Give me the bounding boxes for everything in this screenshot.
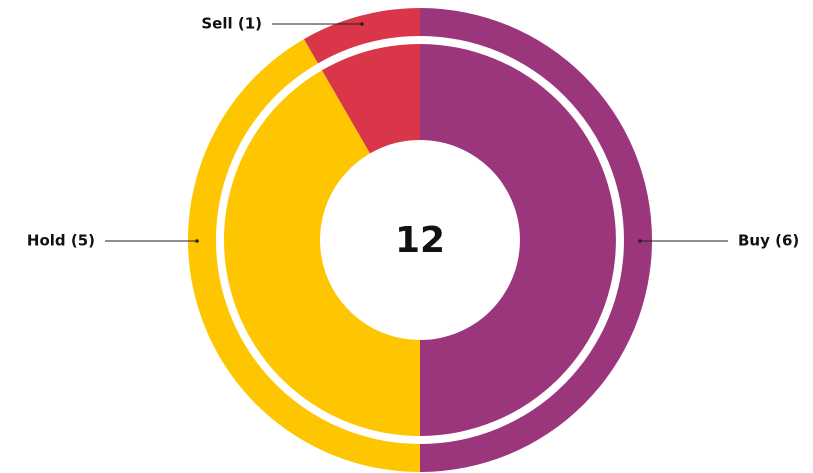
- inner-slice: [420, 44, 616, 436]
- inner-slice: [322, 44, 420, 154]
- outer-slice: [188, 39, 420, 473]
- leader-dot: [360, 22, 364, 26]
- inner-slice: [224, 70, 420, 436]
- outer-slice: [420, 8, 652, 472]
- slice-label: Buy (6): [738, 232, 799, 250]
- leader-dot: [638, 239, 642, 243]
- outer-slice: [304, 8, 420, 64]
- leader-dot: [195, 239, 199, 243]
- center-total: 12: [395, 220, 445, 261]
- slice-label: Sell (1): [201, 15, 262, 33]
- slice-label: Hold (5): [27, 232, 95, 250]
